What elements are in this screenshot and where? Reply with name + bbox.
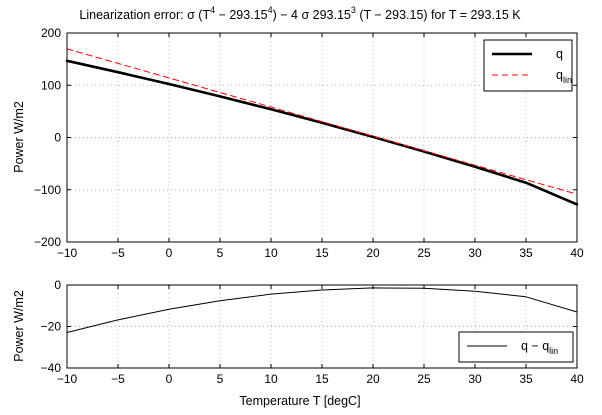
x-tick-label: 30	[468, 372, 482, 386]
series-line-q-minus-q-lin	[66, 287, 578, 333]
top-panel: −10 −5 0 5 10 15 20 25 30 35 40 −200 −100 0 100 200 Powe…	[12, 26, 584, 260]
legend-entry: q	[556, 47, 563, 61]
y-axis-label: Power W/m2	[12, 290, 26, 362]
x-tick-label: −10	[57, 246, 78, 260]
y-tick-label: 0	[54, 278, 61, 292]
x-tick-label: 10	[264, 246, 278, 260]
x-tick-label: 0	[166, 372, 173, 386]
x-tick-label: 15	[315, 372, 329, 386]
x-tick-label: 10	[264, 372, 278, 386]
y-tick-label: 0	[54, 131, 61, 145]
x-tick-label: 0	[166, 246, 173, 260]
legend-box	[458, 331, 574, 363]
x-tick-label: −5	[111, 372, 125, 386]
legend-entry: q − qlin	[521, 339, 558, 356]
y-tick-label: 200	[41, 26, 61, 40]
y-tick-label: 100	[41, 78, 61, 92]
plot-frame	[66, 32, 578, 243]
y-tick-label: −40	[41, 361, 62, 375]
x-tick-label: 40	[570, 246, 584, 260]
x-tick-label: 30	[468, 246, 482, 260]
x-tick-label: −5	[111, 246, 125, 260]
legend-box	[483, 39, 573, 92]
x-tick-label: 25	[417, 372, 431, 386]
x-tick-label: 40	[570, 372, 584, 386]
x-tick-label: 20	[366, 246, 380, 260]
y-tick-label: −100	[34, 183, 61, 197]
x-tick-label: 25	[417, 246, 431, 260]
series-line-q	[65, 59, 579, 206]
x-tick-label: −10	[57, 372, 78, 386]
x-tick-label: 5	[217, 246, 224, 260]
plot-frame	[66, 284, 578, 369]
bottom-panel: −10 −5 0 5 10 15 20 25 30 35 40 −40 −20 0 Power W/m2 q …	[12, 278, 584, 386]
x-tick-label: 20	[366, 372, 380, 386]
x-tick-label: 35	[519, 372, 533, 386]
x-tick-label: 5	[217, 372, 224, 386]
chart-title: Linearization error: σ (T4 − 293.154) − …	[79, 5, 521, 22]
x-tick-label: 35	[519, 246, 533, 260]
legend-entry: qlin	[556, 68, 572, 85]
series-line-q-lin	[66, 48, 578, 195]
x-axis-label: Temperature T [degC]	[239, 394, 360, 408]
y-tick-label: −20	[41, 320, 62, 334]
y-axis-label: Power W/m2	[12, 101, 26, 173]
y-tick-label: −200	[34, 235, 61, 249]
x-tick-label: 15	[315, 246, 329, 260]
